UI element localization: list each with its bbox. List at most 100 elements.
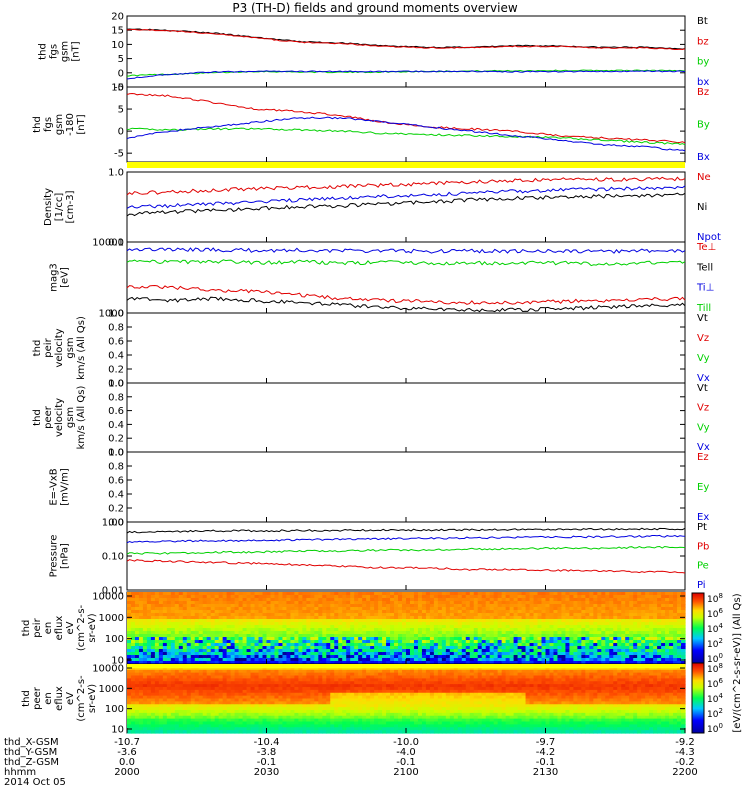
heatmap-cell bbox=[218, 712, 224, 717]
heatmap-cell bbox=[226, 715, 232, 720]
heatmap-cell bbox=[290, 652, 295, 656]
heatmap-cell bbox=[294, 698, 299, 702]
heatmap-cell bbox=[441, 628, 447, 632]
heatmap-cell bbox=[226, 669, 232, 674]
heatmap-cell bbox=[158, 628, 164, 632]
heatmap-cell bbox=[541, 607, 547, 611]
heatmap-cell bbox=[449, 634, 455, 638]
heatmap-cell bbox=[382, 631, 387, 635]
heatmap-cell bbox=[294, 712, 299, 717]
heatmap-cell bbox=[350, 669, 355, 674]
heatmap-cell bbox=[210, 658, 216, 662]
heatmap-cell bbox=[218, 607, 224, 611]
heatmap-cell bbox=[174, 669, 180, 674]
heatmap-cell bbox=[234, 681, 240, 685]
heatmap-cell bbox=[398, 658, 403, 662]
heatmap-cell bbox=[473, 655, 479, 659]
heatmap-cell bbox=[146, 712, 152, 717]
y-tick-label: 0.0 bbox=[108, 518, 124, 529]
heatmap-cell bbox=[154, 601, 160, 605]
heatmap-cell bbox=[338, 595, 343, 599]
heatmap-cell bbox=[609, 646, 614, 650]
heatmap-cell bbox=[154, 643, 160, 647]
heatmap-cell bbox=[326, 616, 331, 620]
heatmap-cell bbox=[258, 655, 264, 659]
heatmap-cell bbox=[557, 622, 563, 626]
heatmap-cell bbox=[314, 607, 319, 611]
heatmap-cell bbox=[202, 619, 208, 623]
heatmap-cell bbox=[413, 619, 419, 623]
heatmap-cell bbox=[306, 628, 311, 632]
heatmap-cell bbox=[202, 601, 208, 605]
heatmap-cell bbox=[621, 661, 626, 665]
heatmap-cell bbox=[138, 613, 144, 617]
heatmap-cell bbox=[406, 613, 411, 617]
heatmap-cell bbox=[222, 619, 228, 623]
heatmap-cell bbox=[469, 628, 475, 632]
heatmap-cell bbox=[222, 592, 228, 596]
legend-Ey: Ey bbox=[697, 482, 709, 493]
heatmap-cell bbox=[378, 598, 383, 602]
heatmap-cell bbox=[162, 595, 168, 599]
heatmap-cell bbox=[298, 681, 303, 685]
heatmap-cell bbox=[282, 628, 288, 632]
heatmap-cell bbox=[258, 724, 264, 728]
heatmap-cell bbox=[633, 655, 638, 659]
heatmap-cell bbox=[214, 622, 220, 626]
heatmap-cell bbox=[306, 649, 311, 653]
heatmap-cell bbox=[146, 701, 152, 705]
heatmap-cell bbox=[194, 634, 200, 638]
heatmap-cell bbox=[378, 640, 383, 644]
heatmap-cell bbox=[477, 640, 483, 644]
heatmap-cell bbox=[398, 631, 403, 635]
heatmap-cell bbox=[390, 625, 395, 629]
heatmap-cell bbox=[449, 604, 455, 608]
heatmap-cell bbox=[366, 622, 371, 626]
heatmap-cell bbox=[326, 634, 331, 638]
heatmap-cell bbox=[641, 640, 646, 644]
heatmap-cell bbox=[338, 712, 343, 717]
heatmap-cell bbox=[386, 658, 391, 662]
heatmap-cell bbox=[605, 619, 610, 623]
heatmap-cell bbox=[262, 707, 268, 711]
heatmap-cell bbox=[441, 613, 447, 617]
heatmap-cell bbox=[386, 646, 391, 650]
heatmap-cell bbox=[127, 698, 132, 702]
heatmap-cell bbox=[641, 619, 646, 623]
heatmap-cell bbox=[406, 607, 411, 611]
heatmap-cell bbox=[218, 721, 224, 725]
heatmap-cell bbox=[669, 604, 674, 608]
heatmap-cell bbox=[210, 730, 216, 734]
heatmap-cell bbox=[166, 695, 172, 700]
heatmap-cell bbox=[577, 637, 582, 641]
heatmap-cell bbox=[326, 598, 331, 602]
heatmap-cell bbox=[190, 634, 196, 638]
heatmap-cell bbox=[302, 628, 307, 632]
heatmap-cell bbox=[525, 592, 531, 596]
heatmap-cell bbox=[338, 646, 343, 650]
heatmap-cell bbox=[210, 698, 216, 702]
heatmap-cell bbox=[477, 616, 483, 620]
heatmap-cell bbox=[242, 631, 248, 635]
heatmap-cell bbox=[362, 655, 367, 659]
heatmap-cell bbox=[489, 613, 495, 617]
heatmap-cell bbox=[629, 640, 634, 644]
heatmap-cell bbox=[298, 640, 303, 644]
heatmap-cell bbox=[457, 595, 463, 599]
heatmap-cell bbox=[290, 704, 295, 708]
heatmap-cell bbox=[174, 628, 180, 632]
y-label-line: eV bbox=[65, 692, 76, 705]
heatmap-cell bbox=[218, 724, 224, 728]
heatmap-cell bbox=[190, 646, 196, 650]
heatmap-cell bbox=[194, 601, 200, 605]
heatmap-cell bbox=[537, 640, 543, 644]
heatmap-cell bbox=[146, 634, 152, 638]
heatmap-cell bbox=[593, 601, 598, 605]
heatmap-cell bbox=[457, 661, 463, 665]
heatmap-cell bbox=[581, 658, 586, 662]
heatmap-cell bbox=[290, 666, 295, 671]
heatmap-cell bbox=[557, 631, 563, 635]
heatmap-cell bbox=[370, 610, 375, 614]
heatmap-cell bbox=[154, 707, 160, 711]
heatmap-cell bbox=[589, 643, 594, 647]
